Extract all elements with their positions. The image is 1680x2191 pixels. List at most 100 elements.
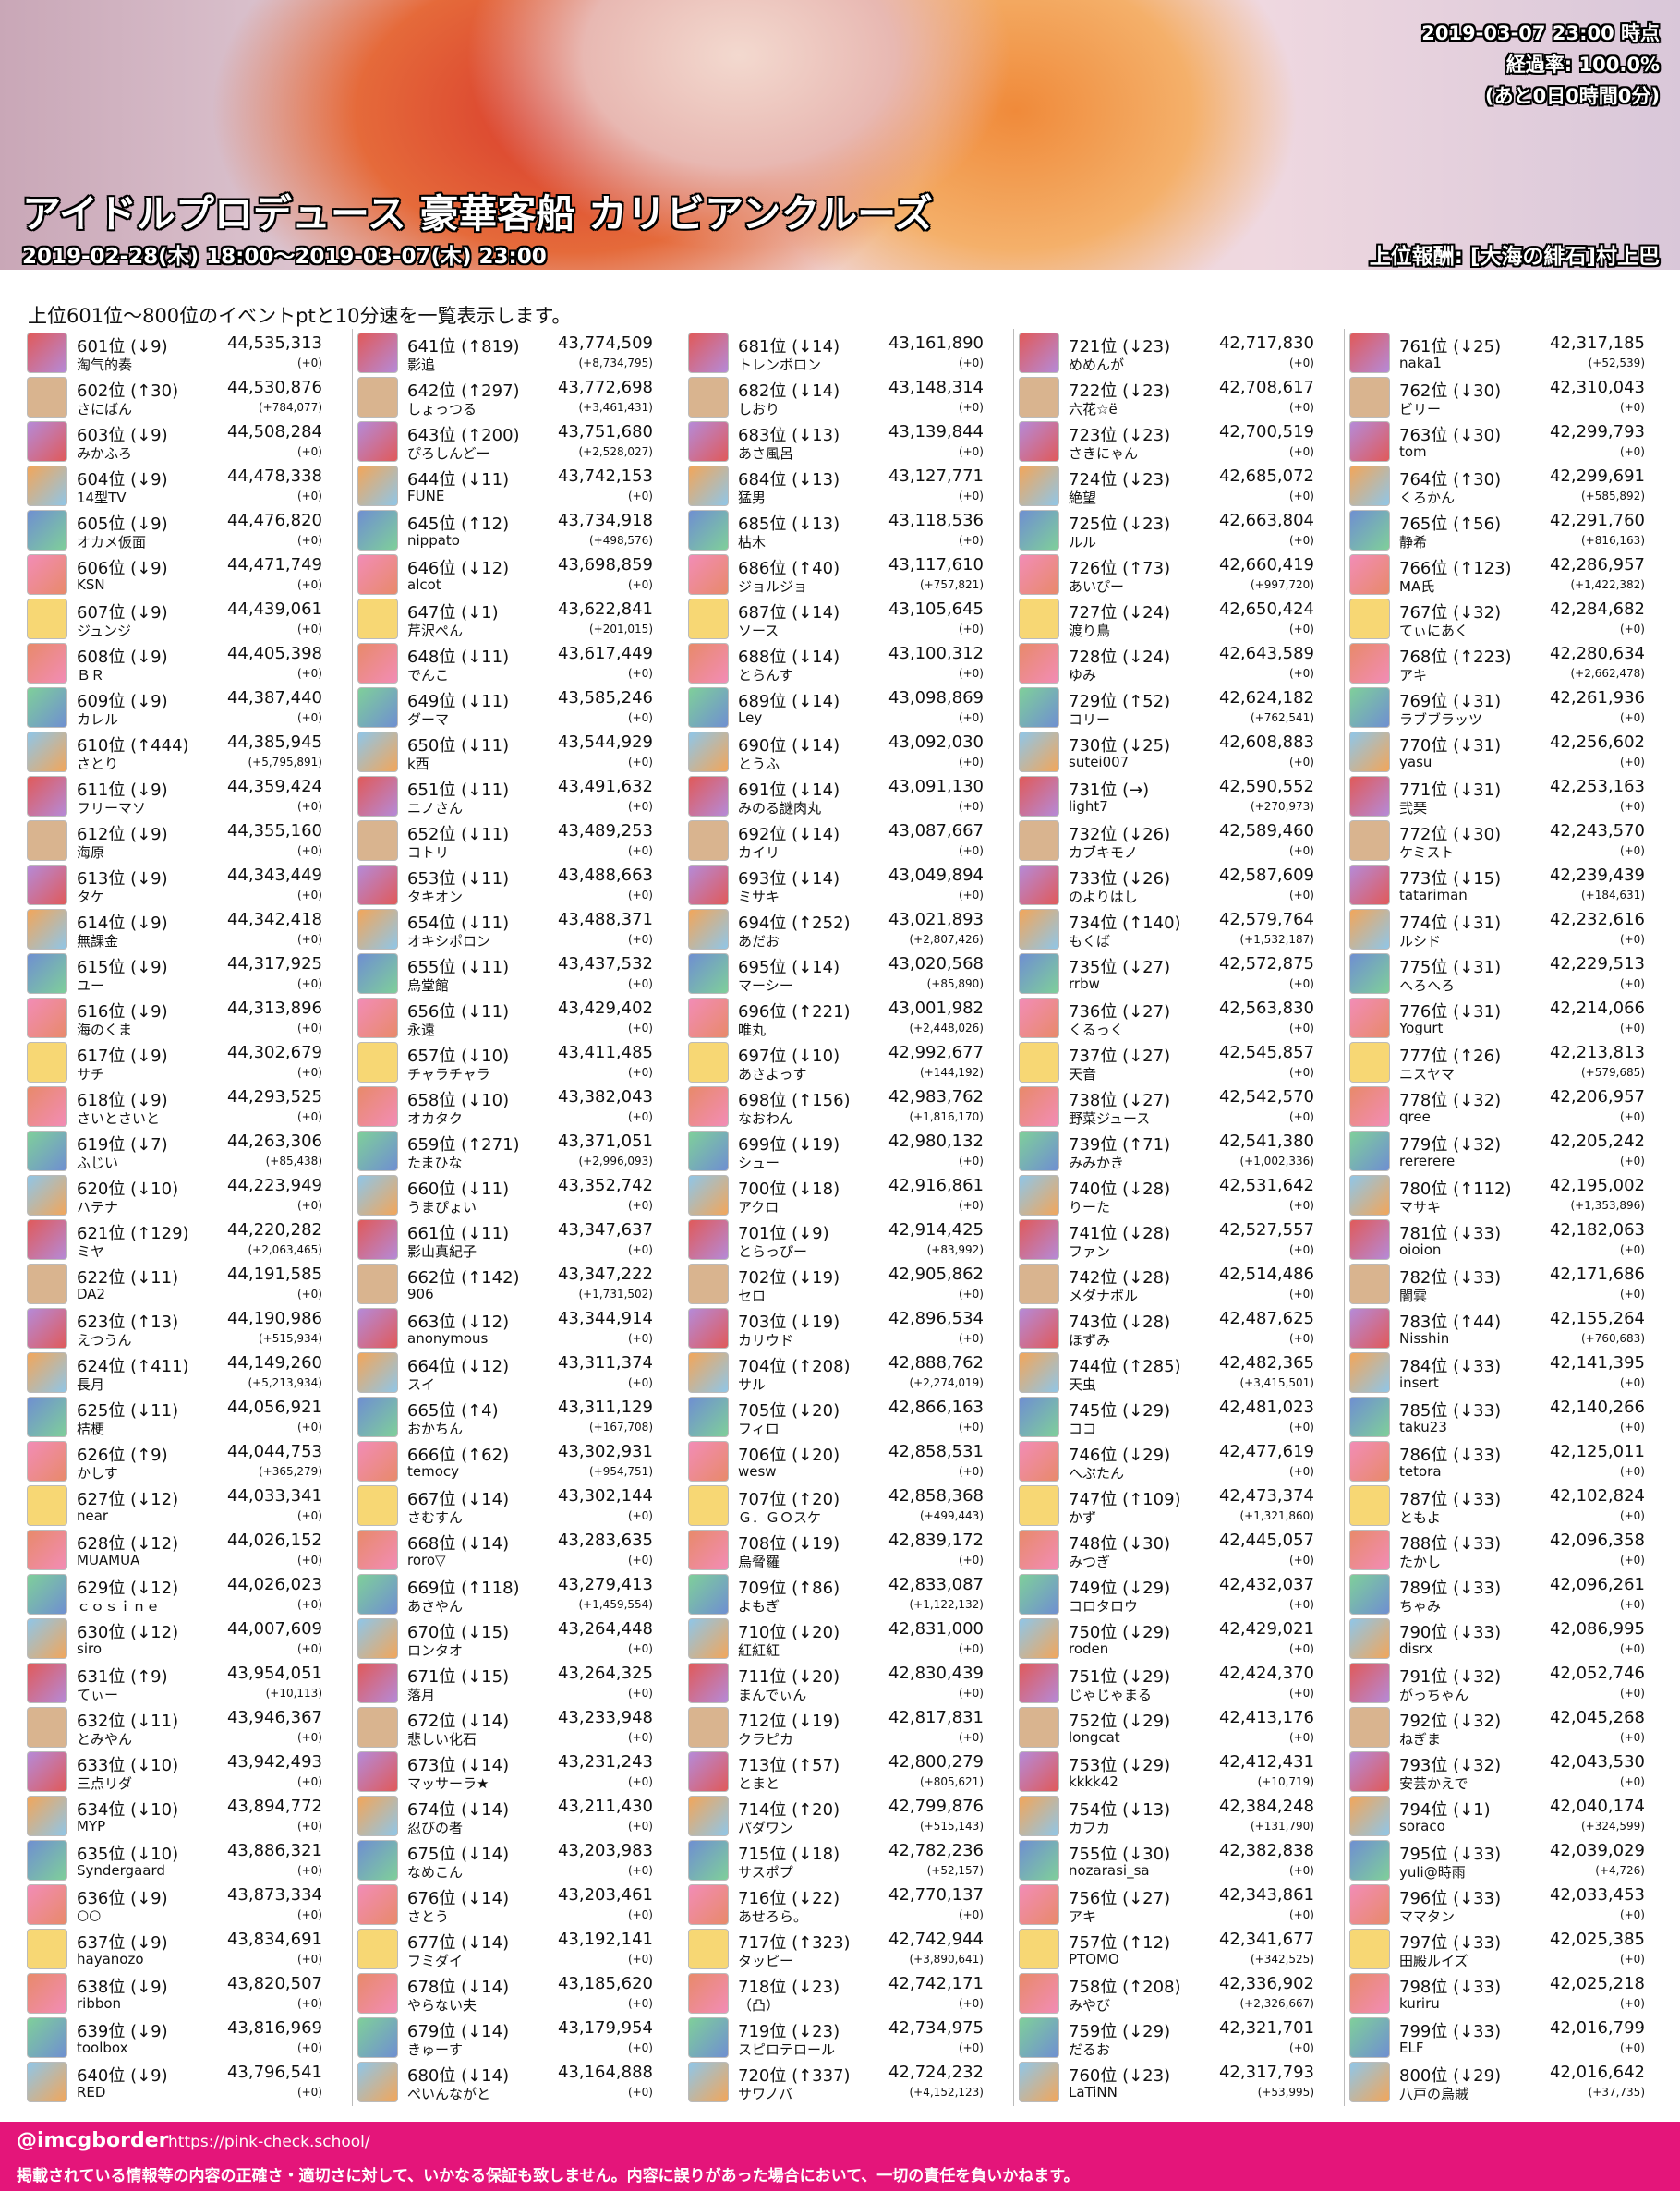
rank: 733位 (↓26) bbox=[1069, 869, 1171, 889]
points: 43,148,314 bbox=[888, 378, 984, 397]
rank-entry: 641位 (↑819) 43,774,509 影追 (+8,734,795) bbox=[356, 331, 686, 375]
speed: (+0) bbox=[627, 800, 653, 813]
rank: 653位 (↓11) bbox=[407, 869, 510, 889]
rank: 670位 (↓15) bbox=[407, 1623, 510, 1642]
points: 43,021,893 bbox=[888, 910, 984, 929]
rank: 609位 (↓9) bbox=[77, 692, 168, 711]
remaining: (あと0日0時間0分) bbox=[1484, 85, 1660, 107]
avatar bbox=[357, 1618, 398, 1659]
speed: (+0) bbox=[1619, 1465, 1645, 1478]
speed: (+0) bbox=[1288, 1421, 1314, 1434]
points: 43,118,536 bbox=[888, 511, 984, 530]
points: 43,820,507 bbox=[226, 1974, 322, 1993]
points: 43,816,969 bbox=[226, 2018, 322, 2038]
points: 42,284,682 bbox=[1549, 599, 1645, 619]
points: 42,155,264 bbox=[1549, 1309, 1645, 1328]
avatar bbox=[357, 909, 398, 950]
rank: 751位 (↓29) bbox=[1069, 1667, 1171, 1687]
rank: 710位 (↓20) bbox=[738, 1623, 840, 1642]
speed: (+0) bbox=[296, 1953, 322, 1966]
rank-entry: 695位 (↓14) 43,020,568 マーシー (+85,890) bbox=[686, 951, 1017, 996]
avatar bbox=[357, 1751, 398, 1792]
rank: 697位 (↓10) bbox=[738, 1047, 840, 1066]
player-name: コトリ bbox=[407, 844, 450, 861]
rank: 706位 (↓20) bbox=[738, 1446, 840, 1465]
player-name: さきにゃん bbox=[1069, 445, 1139, 462]
rank-entry: 776位 (↓31) 42,214,066 Yogurt (+0) bbox=[1348, 996, 1678, 1040]
rank: 664位 (↓12) bbox=[407, 1357, 510, 1376]
avatar bbox=[1349, 732, 1390, 772]
avatar bbox=[27, 1618, 67, 1659]
speed: (+0) bbox=[627, 933, 653, 946]
rank-entry: 615位 (↓9) 44,317,925 ユー (+0) bbox=[25, 951, 356, 996]
rank: 602位 (↑30) bbox=[77, 381, 179, 401]
speed: (+2,326,667) bbox=[1239, 1997, 1315, 2010]
avatar bbox=[1019, 732, 1059, 772]
rank-entry: 620位 (↓10) 44,223,949 ハテナ (+0) bbox=[25, 1173, 356, 1217]
player-name: ELF bbox=[1399, 2040, 1424, 2056]
points: 42,782,236 bbox=[888, 1841, 984, 1860]
speed: (+0) bbox=[1619, 1953, 1645, 1966]
rank-entry: 617位 (↓9) 44,302,679 サチ (+0) bbox=[25, 1040, 356, 1084]
points: 43,894,772 bbox=[226, 1797, 322, 1816]
rank-entry: 658位 (↓10) 43,382,043 オカタク (+0) bbox=[356, 1084, 686, 1129]
avatar bbox=[27, 820, 67, 861]
avatar bbox=[688, 554, 729, 595]
points: 42,905,862 bbox=[888, 1265, 984, 1284]
rank-entry: 711位 (↓20) 42,830,439 まんでぃん (+0) bbox=[686, 1661, 1017, 1705]
player-name: ファン bbox=[1069, 1243, 1111, 1260]
points: 42,384,248 bbox=[1218, 1797, 1314, 1816]
speed: (+0) bbox=[627, 1864, 653, 1877]
rank-entry: 649位 (↓11) 43,585,246 ダーマ (+0) bbox=[356, 685, 686, 730]
rank: 770位 (↓31) bbox=[1399, 736, 1502, 756]
points: 42,542,570 bbox=[1218, 1087, 1314, 1107]
speed: (+0) bbox=[627, 1687, 653, 1700]
rank-entry: 625位 (↓11) 44,056,921 桔梗 (+0) bbox=[25, 1395, 356, 1439]
speed: (+1,422,382) bbox=[1570, 578, 1646, 591]
speed: (+85,438) bbox=[265, 1155, 322, 1168]
avatar bbox=[27, 1086, 67, 1127]
rank-entry: 799位 (↓33) 42,016,799 ELF (+0) bbox=[1348, 2015, 1678, 2060]
rank-entry: 771位 (↓31) 42,253,163 弐琹 (+0) bbox=[1348, 774, 1678, 818]
rank-entry: 722位 (↓23) 42,708,617 六花☆ё (+0) bbox=[1017, 375, 1348, 419]
speed: (+0) bbox=[1288, 844, 1314, 857]
rank-entry: 735位 (↓27) 42,572,875 rrbw (+0) bbox=[1017, 951, 1348, 996]
points: 42,424,370 bbox=[1218, 1664, 1314, 1683]
avatar bbox=[1019, 1175, 1059, 1216]
rank: 784位 (↓33) bbox=[1399, 1357, 1502, 1376]
points: 44,355,160 bbox=[226, 821, 322, 841]
rank: 661位 (↓11) bbox=[407, 1224, 510, 1243]
player-name: yasu bbox=[1399, 754, 1432, 770]
avatar bbox=[27, 1530, 67, 1570]
speed: (+0) bbox=[1619, 1687, 1645, 1700]
speed: (+0) bbox=[296, 933, 322, 946]
rank: 780位 (↑112) bbox=[1399, 1180, 1512, 1199]
player-name: k西 bbox=[407, 756, 429, 772]
speed: (+0) bbox=[1619, 1908, 1645, 1921]
avatar bbox=[1019, 1973, 1059, 2014]
rank-entry: 687位 (↓14) 43,105,645 ソース (+0) bbox=[686, 597, 1017, 641]
rank: 624位 (↑411) bbox=[77, 1357, 189, 1376]
avatar bbox=[688, 599, 729, 639]
url: https://pink-check.school/ bbox=[168, 2133, 370, 2151]
rank-entry: 665位 (↑4) 43,311,129 おかちん (+167,708) bbox=[356, 1395, 686, 1439]
rank: 756位 (↓27) bbox=[1069, 1889, 1171, 1908]
player-name: さとう bbox=[407, 1908, 450, 1925]
speed: (+0) bbox=[1288, 1465, 1314, 1478]
points: 42,253,163 bbox=[1549, 777, 1645, 796]
rank-entry: 725位 (↓23) 42,663,804 ルル (+0) bbox=[1017, 508, 1348, 552]
speed: (+0) bbox=[1288, 534, 1314, 547]
points: 43,344,914 bbox=[557, 1309, 653, 1328]
rank: 747位 (↑109) bbox=[1069, 1490, 1181, 1509]
rank: 750位 (↓29) bbox=[1069, 1623, 1171, 1642]
rank: 614位 (↓9) bbox=[77, 914, 168, 933]
points: 42,040,174 bbox=[1549, 1797, 1645, 1816]
avatar bbox=[27, 1973, 67, 2014]
rank-entry: 674位 (↓14) 43,211,430 忍びの者 (+0) bbox=[356, 1794, 686, 1838]
rank-entry: 614位 (↓9) 44,342,418 無課金 (+0) bbox=[25, 907, 356, 951]
player-name: roden bbox=[1069, 1640, 1109, 1657]
speed: (+270,973) bbox=[1250, 800, 1314, 813]
avatar bbox=[688, 1574, 729, 1615]
player-name: kkkk42 bbox=[1069, 1773, 1118, 1790]
rank-entry: 654位 (↓11) 43,488,371 オキシポロン (+0) bbox=[356, 907, 686, 951]
